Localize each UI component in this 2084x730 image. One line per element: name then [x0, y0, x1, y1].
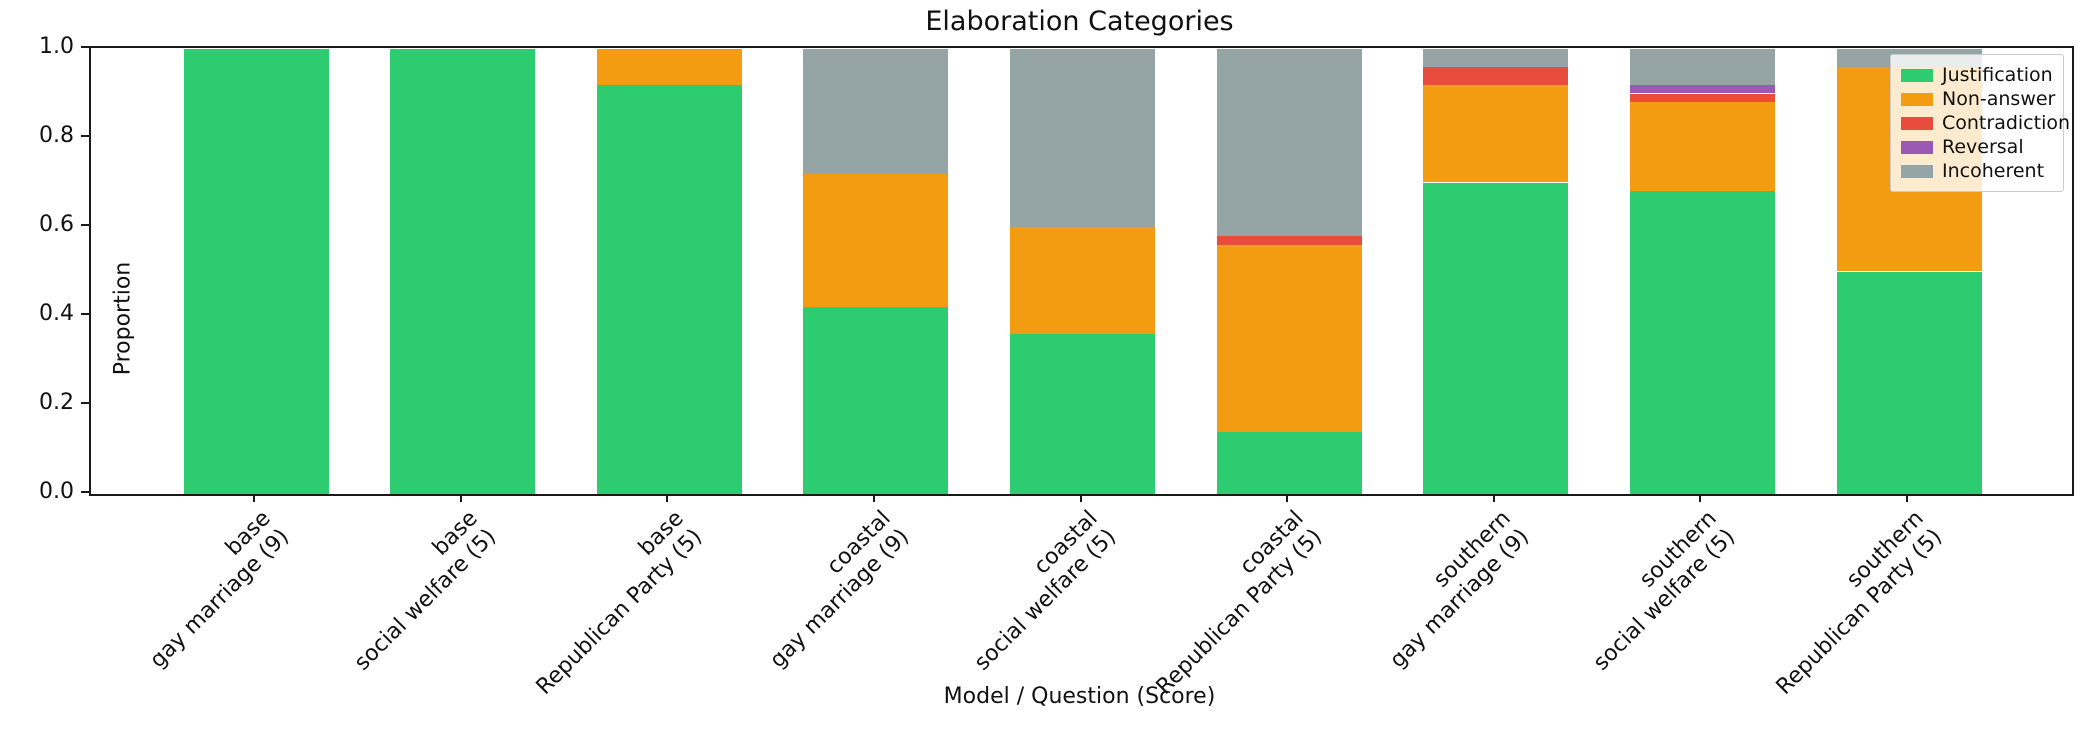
bar-segment-incoherent	[1629, 48, 1775, 85]
y-tick	[81, 313, 89, 315]
legend-label: Contradiction	[1942, 111, 2071, 134]
y-axis-label: Proportion	[110, 261, 136, 376]
x-tick-label-question: Republican Party (5)	[531, 524, 708, 700]
plot-area: Proportion	[89, 46, 2074, 496]
bar-segment-contradiction	[1216, 235, 1362, 245]
y-tick-label: 0.2	[39, 390, 74, 415]
x-tick-label-question: Republican Party (5)	[1151, 524, 1328, 700]
bar-segment-justification	[390, 49, 536, 494]
y-tick-label: 1.0	[39, 34, 74, 59]
x-tick	[1699, 494, 1702, 502]
bar-segment-incoherent	[803, 49, 949, 174]
bar-segment-non-answer	[1629, 102, 1775, 192]
y-tick-label: 0.8	[39, 123, 74, 148]
legend: Justification Non-answer Contradiction Reve…	[1890, 54, 2070, 192]
x-tick-label-question: Republican Party (5)	[1771, 524, 1948, 700]
bar-segment-incoherent	[1216, 49, 1362, 236]
x-tick	[1079, 494, 1082, 502]
y-tick-label: 0.6	[39, 212, 74, 237]
bar-segment-reversal	[1629, 84, 1775, 94]
y-tick	[81, 46, 89, 48]
bar-segment-justification	[1216, 431, 1362, 494]
x-axis-label: Model / Question (Score)	[943, 684, 1216, 709]
bar-segment-justification	[803, 307, 949, 494]
bar-segment-non-answer	[803, 173, 949, 308]
x-tick	[253, 494, 255, 502]
bar-segment-justification	[1010, 333, 1155, 494]
legend-label: Incoherent	[1942, 159, 2045, 182]
y-tick	[81, 135, 89, 137]
legend-swatch-justification	[1901, 68, 1933, 82]
bar-segment-incoherent	[1010, 49, 1155, 227]
legend-item: Justification	[1901, 63, 2053, 87]
legend-swatch-incoherent	[1901, 164, 1933, 178]
legend-label: Reversal	[1942, 135, 2024, 158]
legend-swatch-non-answer	[1901, 92, 1933, 106]
bar-segment-justification	[1423, 182, 1569, 494]
x-tick	[1492, 494, 1495, 502]
legend-item: Non-answer	[1901, 87, 2056, 111]
y-tick	[81, 491, 89, 493]
bar-segment-contradiction	[1629, 93, 1775, 103]
x-tick	[666, 494, 669, 502]
bar-segment-justification	[596, 84, 742, 494]
bar-segment-non-answer	[596, 49, 742, 85]
bar-segment-justification	[1836, 271, 1982, 494]
chart-title: Elaboration Categories	[925, 6, 1234, 37]
x-tick	[459, 494, 462, 502]
x-tick	[1286, 494, 1289, 502]
legend-item: Reversal	[1901, 135, 2053, 159]
bar-segment-non-answer	[1216, 244, 1362, 432]
y-tick	[81, 402, 89, 404]
x-tick	[872, 494, 875, 502]
legend-swatch-contradiction	[1901, 116, 1933, 130]
legend-label: Justification	[1942, 63, 2053, 86]
y-tick-label: 0.0	[39, 479, 74, 504]
legend-item: Contradiction	[1901, 111, 2070, 135]
x-tick-label-question: social welfare (5)	[349, 524, 501, 676]
bar-segment-justification	[1629, 191, 1775, 494]
y-tick-label: 0.4	[39, 301, 74, 326]
legend-item: Incoherent	[1901, 159, 2053, 183]
bar-segment-incoherent	[1423, 49, 1569, 67]
legend-swatch-reversal	[1901, 140, 1933, 154]
bar-segment-non-answer	[1010, 227, 1155, 334]
legend-label: Non-answer	[1942, 87, 2056, 110]
x-tick-label-question: gay marriage (9)	[145, 524, 295, 674]
bar-segment-contradiction	[1423, 66, 1569, 85]
y-tick	[81, 224, 89, 226]
bar-segment-non-answer	[1423, 84, 1569, 183]
bar-segment-justification	[183, 49, 329, 494]
x-tick	[1906, 494, 1908, 502]
